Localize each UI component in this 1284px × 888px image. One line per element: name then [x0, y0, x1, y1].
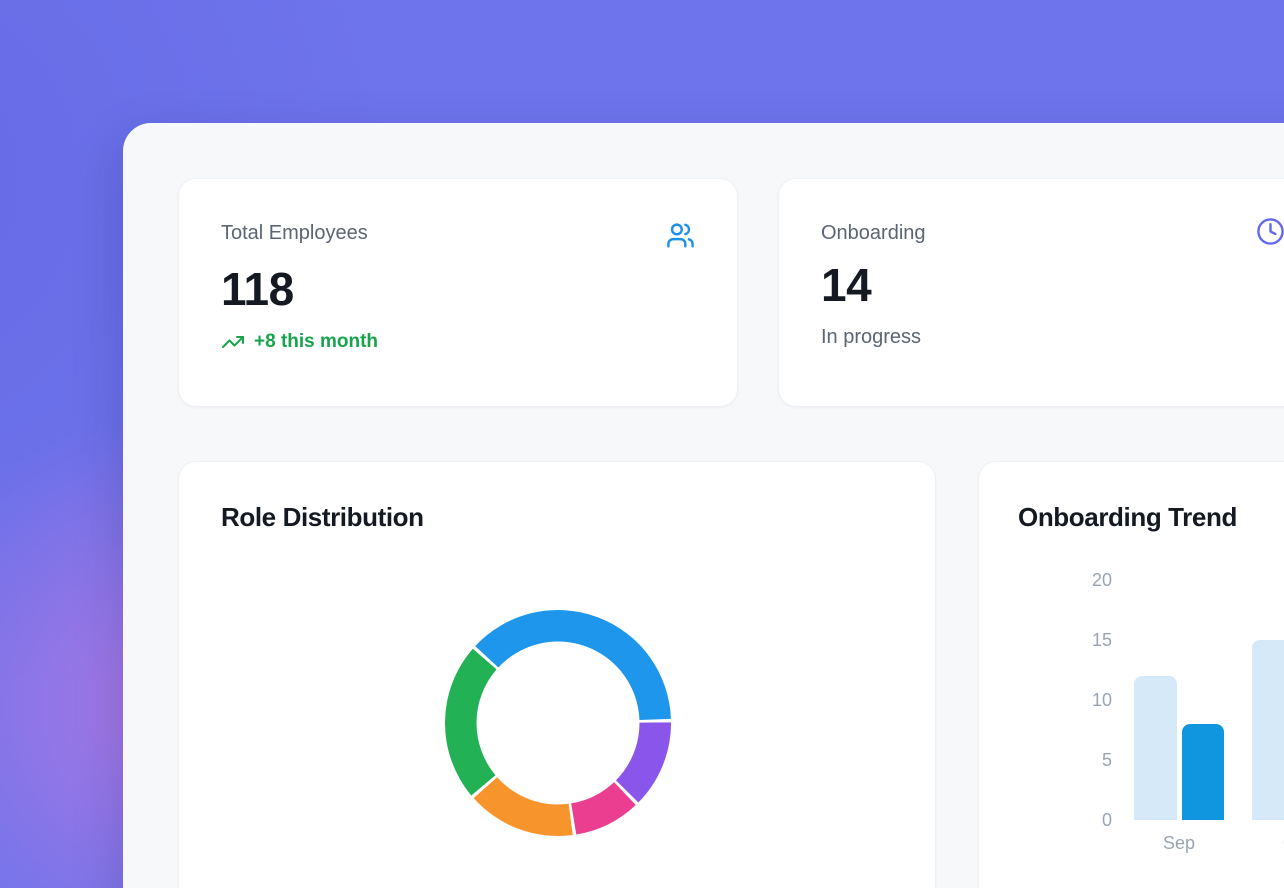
stat-subtext: In progress	[821, 326, 922, 348]
stat-card-onboarding: Onboarding 14 In progress	[778, 178, 1284, 407]
chart-title: Role Distribution	[221, 502, 424, 532]
role-distribution-donut-chart	[445, 610, 671, 836]
bar-sep-dark-blue-series	[1182, 724, 1224, 820]
donut-segment-orange	[473, 777, 573, 836]
x-axis-label: Oct	[1252, 833, 1284, 854]
donut-segment-purple	[615, 722, 671, 803]
donut-segment-pink	[571, 782, 636, 835]
dashboard-panel: Total Employees 118	[123, 123, 1284, 888]
bar-oct-light-blue-series	[1252, 640, 1284, 820]
onboarding-trend-card: Onboarding Trend 20 15 10 5 0 Sep Oct	[978, 461, 1284, 888]
donut-segment-blue	[475, 610, 671, 721]
stat-value: 118	[221, 263, 294, 315]
trending-up-icon	[221, 330, 245, 354]
chart-title: Onboarding Trend	[1018, 502, 1237, 532]
bar-sep-light-blue-series	[1134, 676, 1177, 820]
donut-segment-green	[445, 648, 497, 796]
stat-label: Total Employees	[221, 222, 368, 244]
stat-card-header: Onboarding	[821, 218, 1284, 246]
users-icon	[666, 221, 695, 250]
stat-label: Onboarding	[821, 222, 926, 244]
y-axis-tick-label: 15	[1091, 630, 1112, 650]
y-axis-tick-label: 10	[1091, 690, 1112, 710]
onboarding-trend-bar-chart: 20 15 10 5 0 Sep Oct	[979, 462, 1284, 888]
stat-card-total-employees: Total Employees 118	[178, 178, 738, 407]
stat-delta: +8 this month	[221, 330, 695, 354]
stat-delta-text: +8 this month	[254, 331, 379, 352]
clock-icon	[1256, 217, 1284, 246]
x-axis-label: Sep	[1162, 833, 1196, 853]
stat-card-header: Total Employees	[221, 221, 695, 250]
stat-value: 14	[821, 259, 872, 311]
y-axis-tick-label: 20	[1091, 570, 1112, 590]
y-axis-tick-label: 0	[1101, 810, 1112, 830]
y-axis-tick-label: 5	[1101, 750, 1112, 770]
role-distribution-card: Role Distribution	[178, 461, 936, 888]
